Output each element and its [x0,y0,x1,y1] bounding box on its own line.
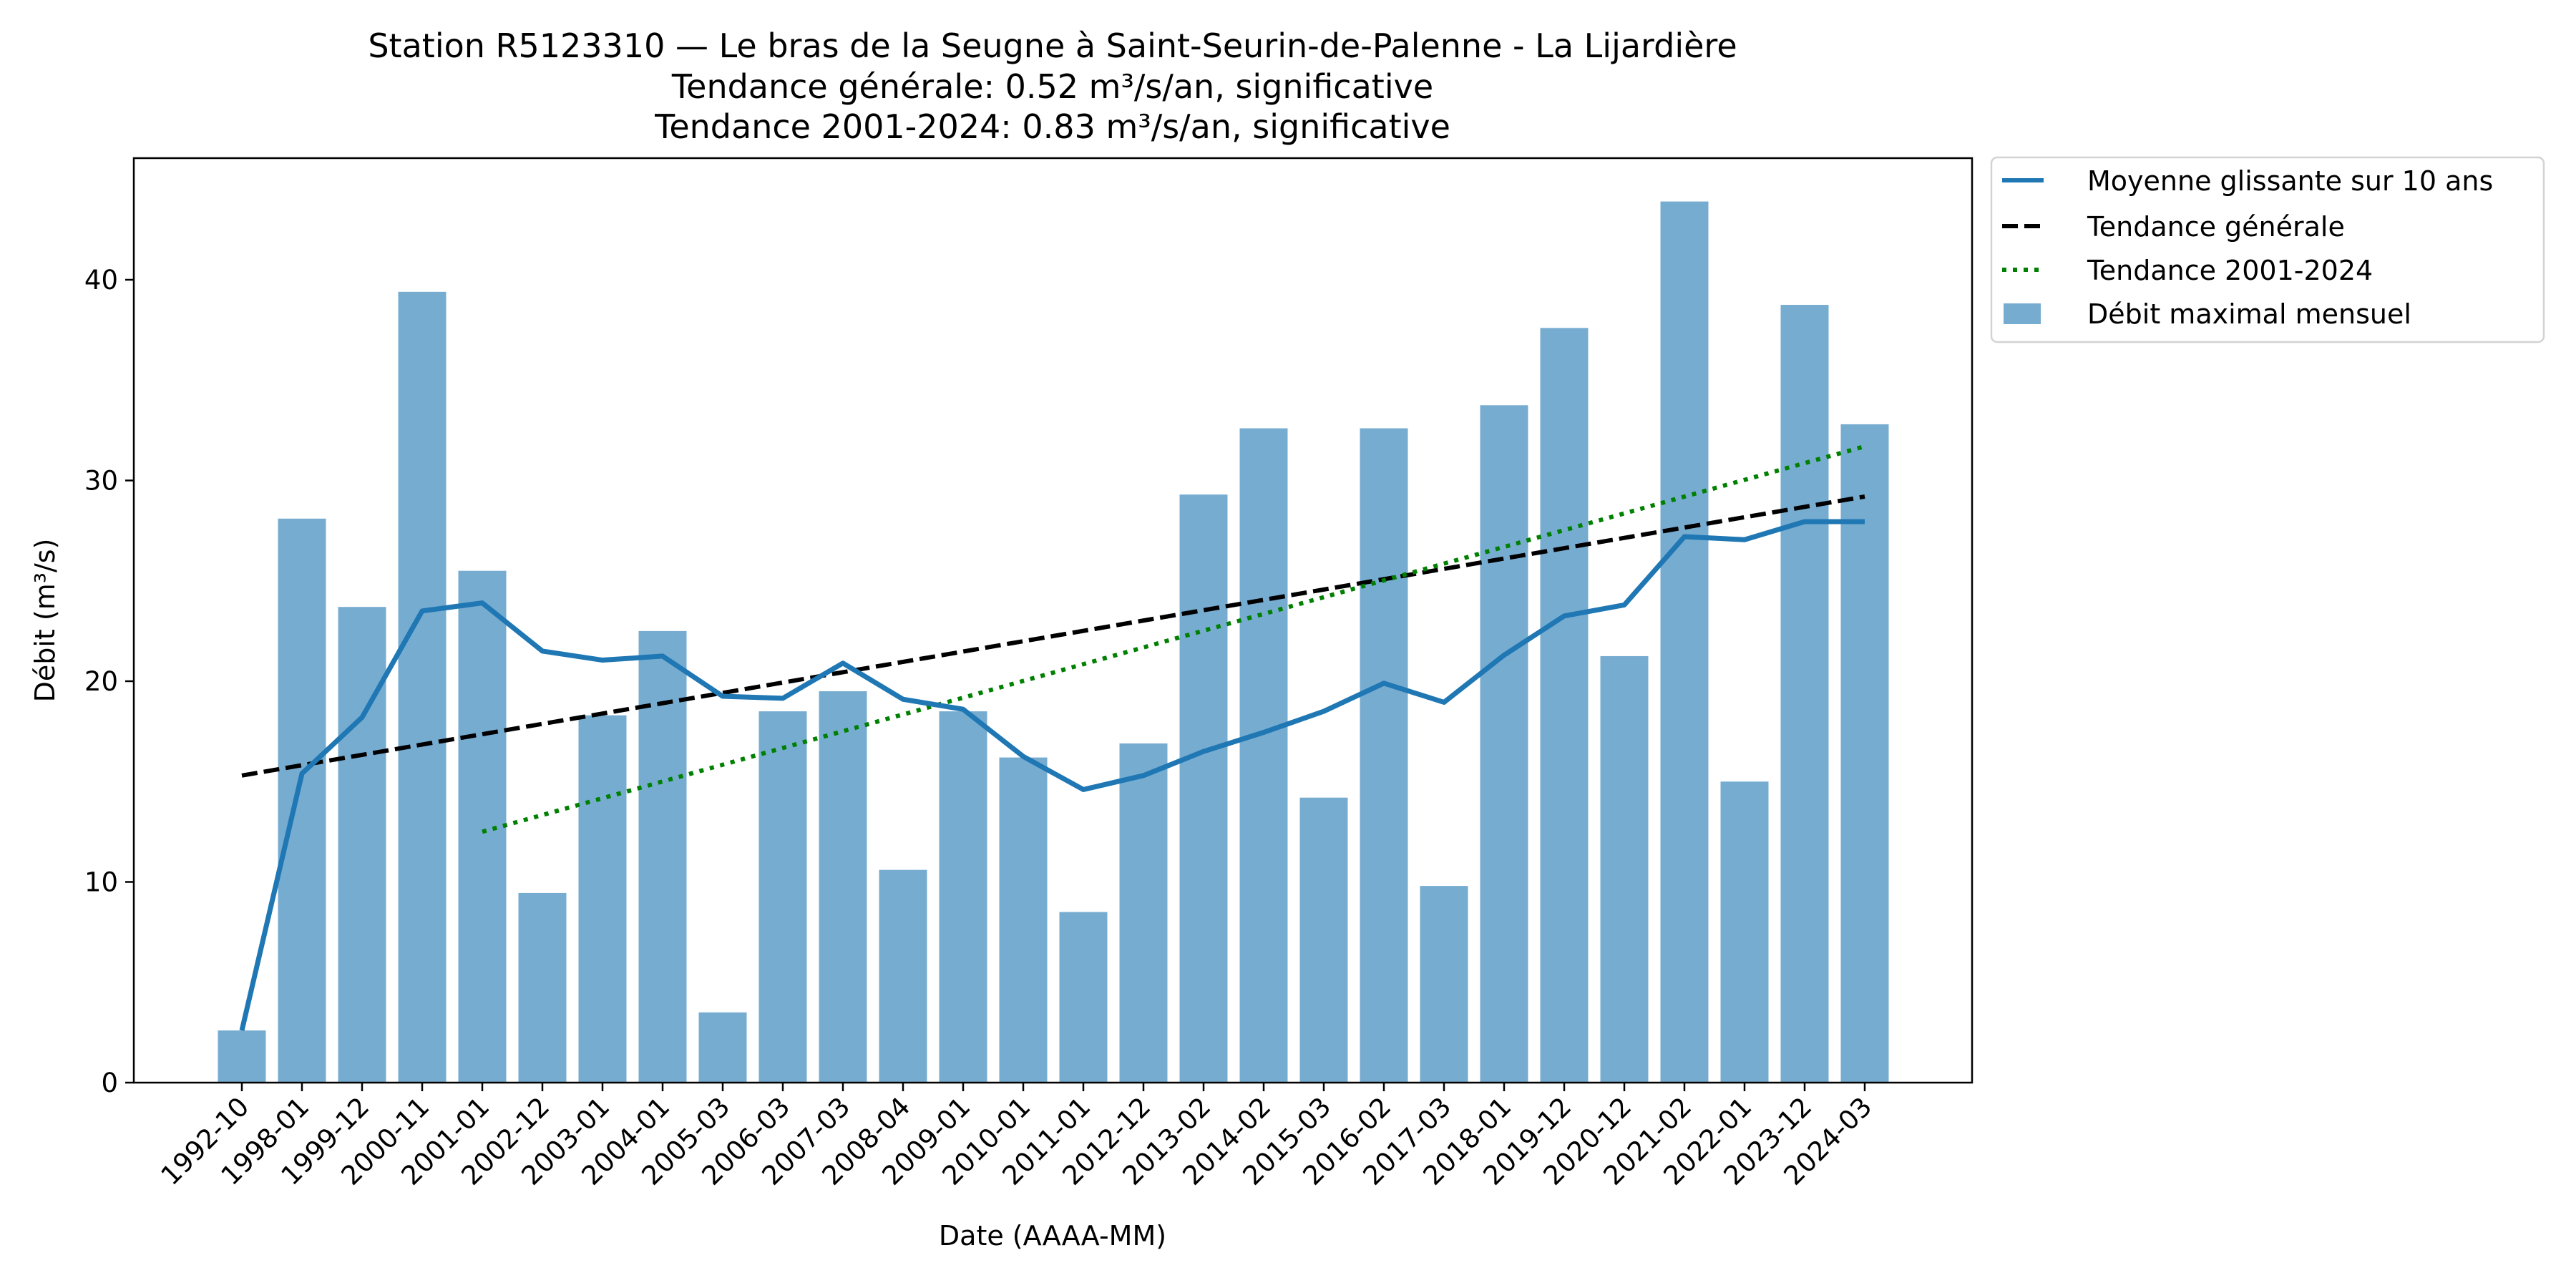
bar-2019-12 [1540,328,1589,1083]
x-axis: 1992-101998-011999-122000-112001-012002-… [155,1083,1878,1191]
bar-1992-10 [218,1030,266,1083]
chart-title: Station R5123310 — Le bras de la Seugne … [368,26,1737,146]
legend-box [1990,156,2545,343]
bar-2007-03 [819,691,867,1083]
legend-swatch-monthly-max [2004,303,2041,324]
bar-2010-01 [999,757,1048,1083]
moving-average-series [239,519,1865,1031]
legend-label-monthly-max: Débit maximal mensuel [2087,298,2411,330]
trend-lines [241,444,1865,834]
y-tick-label-30: 30 [84,465,118,496]
x-axis-label: Date (AAAA-MM) [939,1220,1166,1252]
bar-series [218,201,1889,1083]
y-axis: 0 10 20 30 40 [84,265,134,1098]
chart-title-line-2: Tendance générale: 0.52 m³/s/an, signifi… [671,67,1433,106]
bar-2008-04 [879,869,927,1083]
bar-2015-03 [1299,797,1348,1083]
chart-title-line-3: Tendance 2001-2024: 0.83 m³/s/an, signif… [654,107,1450,146]
plot-frame [132,157,1974,1084]
trend-2001-2024-line [482,444,1865,834]
bar-2000-11 [398,291,447,1083]
bar-2022-01 [1720,781,1769,1083]
bar-1998-01 [278,518,326,1083]
bar-2020-12 [1600,655,1649,1083]
y-tick-label-0: 0 [101,1068,118,1098]
bar-2024-03 [1840,424,1889,1083]
bar-1999-12 [338,607,386,1083]
y-tick-label-40: 40 [84,265,118,296]
legend: Moyenne glissante sur 10 ans Tendance gé… [1990,156,2545,343]
bar-2021-02 [1660,201,1709,1083]
y-tick-label-10: 10 [84,867,118,897]
bar-2001-01 [458,570,507,1083]
bar-2016-02 [1360,428,1408,1083]
y-axis-label: Débit (m³/s) [29,539,61,703]
bar-2002-12 [518,892,567,1083]
bar-2003-01 [578,715,627,1083]
bar-2012-12 [1119,743,1168,1083]
bar-2005-03 [698,1012,747,1083]
bar-2006-03 [758,711,807,1083]
general-trend-line [241,494,1865,778]
legend-label-trend-2001-2024: Tendance 2001-2024 [2087,255,2373,286]
legend-label-general-trend: Tendance générale [2087,211,2345,243]
bar-2013-02 [1179,494,1228,1083]
bar-2009-01 [939,711,987,1083]
bar-2017-03 [1420,886,1468,1083]
bar-2023-12 [1780,305,1829,1083]
legend-label-moving-average: Moyenne glissante sur 10 ans [2087,165,2493,197]
bar-2011-01 [1059,912,1108,1083]
moving-average-line [239,519,1865,1031]
y-tick-label-20: 20 [84,666,118,697]
bar-2014-02 [1239,428,1288,1083]
chart-title-line-1: Station R5123310 — Le bras de la Seugne … [368,26,1737,65]
bar-2018-01 [1480,405,1528,1083]
